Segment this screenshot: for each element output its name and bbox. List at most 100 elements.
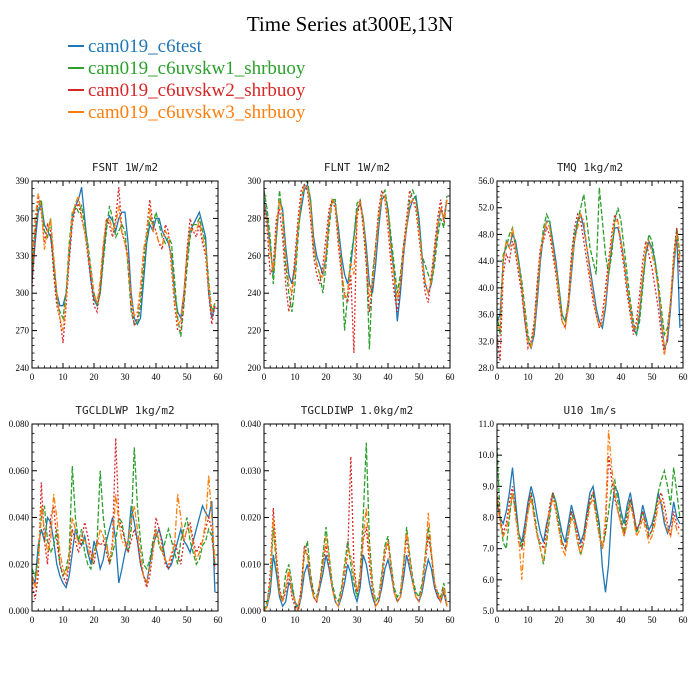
y-tick-label: 360 — [16, 213, 30, 223]
series-line — [264, 183, 448, 354]
y-tick-label: 0.010 — [241, 559, 262, 569]
series-group — [497, 187, 681, 362]
series-line — [497, 212, 681, 362]
y-tick-label: 0.020 — [9, 559, 30, 569]
legend-swatch — [68, 44, 84, 47]
legend-label: cam019_c6uvskw2_shrbuoy — [88, 80, 306, 101]
plot-frame — [31, 180, 219, 369]
y-tick-label: 240 — [248, 288, 262, 298]
series-line — [32, 475, 216, 588]
x-tick-label: 50 — [415, 615, 425, 625]
x-tick-label: 20 — [322, 372, 332, 382]
y-tick-label: 0.080 — [9, 419, 30, 429]
x-tick-label: 0 — [495, 372, 500, 382]
x-tick-label: 20 — [555, 372, 565, 382]
chart-panel: TGCLDLWP 1kg/m2 0 10 20 30 40 50 60 0.000 0.020 0.… — [9, 404, 223, 625]
series-line — [264, 456, 448, 611]
y-tick-label: 7.0 — [483, 544, 495, 554]
chart-title: Time Series at300E,13N — [246, 12, 454, 36]
legend-label: cam019_c6uvskw1_shrbuoy — [88, 58, 306, 79]
y-tick-label: 300 — [248, 176, 262, 186]
y-tick-label: 10.0 — [478, 450, 494, 460]
y-tick-label: 0.000 — [9, 606, 30, 616]
y-tick-label: 220 — [248, 326, 262, 336]
x-tick-label: 40 — [384, 615, 394, 625]
panel-title: FSNT 1W/m2 — [92, 161, 158, 174]
x-tick-label: 10 — [291, 615, 301, 625]
x-tick-label: 0 — [262, 615, 267, 625]
series-group — [32, 437, 216, 600]
series-line — [497, 430, 681, 580]
series-line — [264, 185, 448, 301]
legend-item-c6uvskw3: cam019_c6uvskw3_shrbuoy — [68, 102, 305, 124]
y-tick-label: 0.040 — [241, 419, 262, 429]
chart-panel: TMQ 1kg/m2 0 10 20 30 40 50 60 28.0 32.0 36.0 40.0 4… — [478, 161, 688, 382]
x-tick-label: 10 — [59, 372, 69, 382]
y-tick-label: 260 — [248, 251, 262, 261]
y-tick-label: 8.0 — [483, 513, 495, 523]
y-tick-label: 52.0 — [478, 203, 494, 213]
x-tick-label: 60 — [446, 615, 456, 625]
series-line — [264, 182, 448, 322]
x-tick-label: 20 — [322, 615, 332, 625]
series-line — [497, 187, 681, 349]
chart-panel: FLNT 1W/m2 0 10 20 30 40 50 60 200 220 240 260 280 30… — [248, 161, 456, 382]
series-line — [497, 212, 681, 355]
panel-title: U10 1m/s — [564, 404, 617, 417]
y-tick-label: 200 — [248, 363, 262, 373]
plot-frame — [31, 423, 219, 612]
series-group — [264, 442, 448, 611]
y-tick-label: 390 — [16, 176, 30, 186]
series-line — [32, 500, 216, 593]
y-tick-label: 32.0 — [478, 336, 494, 346]
y-tick-label: 44.0 — [478, 256, 494, 266]
x-tick-label: 50 — [415, 372, 425, 382]
chart-panel: U10 1m/s 0 10 20 30 40 50 60 5.0 6.0 7.0 8.0 9.0 10.0… — [478, 404, 688, 625]
y-tick-label: 5.0 — [483, 606, 495, 616]
series-group — [32, 187, 216, 344]
panel-title: TGCLDLWP 1kg/m2 — [75, 404, 174, 417]
x-tick-label: 60 — [679, 615, 689, 625]
legend: cam019_c6test cam019_c6uvskw1_shrbuoy ca… — [68, 36, 305, 124]
y-tick-label: 0.020 — [241, 513, 262, 523]
y-tick-label: 28.0 — [478, 363, 494, 373]
x-tick-label: 60 — [214, 615, 224, 625]
legend-item-c6uvskw2: cam019_c6uvskw2_shrbuoy — [68, 80, 305, 102]
series-line — [497, 212, 681, 351]
x-tick-label: 40 — [384, 372, 394, 382]
x-tick-label: 30 — [121, 615, 131, 625]
y-tick-label: 280 — [248, 213, 262, 223]
y-tick-label: 0.030 — [241, 466, 262, 476]
chart-panel: FSNT 1W/m2 0 10 20 30 40 50 60 240 270 300 330 360 39… — [16, 161, 224, 382]
x-tick-label: 40 — [617, 615, 627, 625]
legend-label: cam019_c6test — [88, 36, 202, 57]
x-tick-label: 10 — [524, 372, 534, 382]
y-tick-label: 330 — [16, 251, 30, 261]
series-line — [497, 467, 681, 593]
panel-title: TMQ 1kg/m2 — [557, 161, 623, 174]
legend-swatch — [68, 110, 84, 113]
series-line — [497, 455, 681, 551]
series-line — [32, 193, 216, 331]
x-tick-label: 0 — [495, 615, 500, 625]
x-tick-label: 10 — [59, 615, 69, 625]
x-tick-label: 40 — [617, 372, 627, 382]
series-line — [264, 181, 448, 350]
x-tick-label: 20 — [90, 372, 100, 382]
x-tick-label: 50 — [648, 372, 658, 382]
x-tick-label: 10 — [524, 615, 534, 625]
legend-item-c6uvskw1: cam019_c6uvskw1_shrbuoy — [68, 58, 305, 80]
y-tick-label: 0.040 — [9, 513, 30, 523]
x-tick-label: 60 — [214, 372, 224, 382]
x-tick-label: 60 — [679, 372, 689, 382]
y-tick-label: 48.0 — [478, 229, 494, 239]
y-tick-label: 36.0 — [478, 310, 494, 320]
x-tick-label: 0 — [30, 372, 35, 382]
y-tick-label: 240 — [16, 363, 30, 373]
x-tick-label: 0 — [30, 615, 35, 625]
legend-swatch — [68, 88, 84, 91]
y-tick-label: 40.0 — [478, 283, 494, 293]
x-tick-label: 30 — [353, 372, 363, 382]
series-line — [264, 508, 448, 611]
